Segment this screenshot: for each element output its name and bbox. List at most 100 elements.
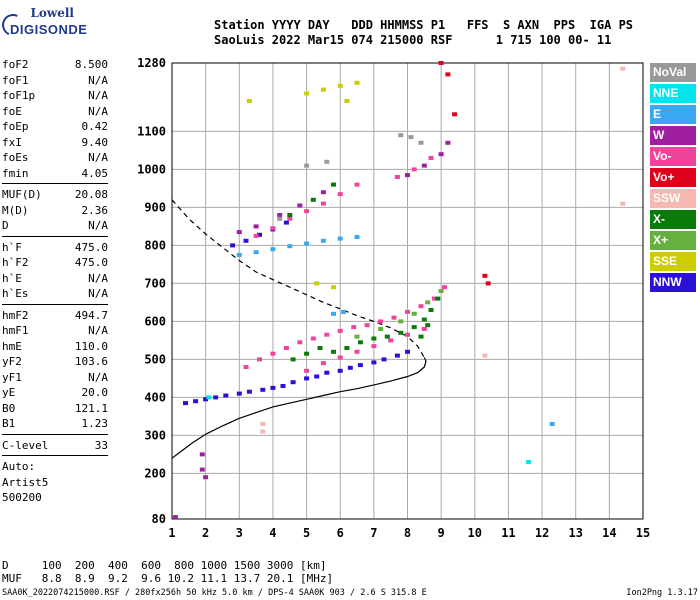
echo-point-x — [310, 197, 316, 202]
file-info-bar: SAA0K_2022074215000.RSF / 280fx256h 50 k… — [2, 588, 698, 598]
param-value: N/A — [88, 370, 108, 384]
x-tick-label: 6 — [337, 526, 344, 540]
echo-point-w — [421, 163, 427, 168]
echo-point-x — [428, 308, 434, 312]
echo-point-x — [411, 325, 417, 330]
y-tick-label: 900 — [144, 200, 166, 214]
param-name: MUF(D) — [2, 188, 42, 201]
echo-point-vo — [438, 61, 444, 65]
legend-item: NNE — [650, 84, 696, 103]
y-tick-label: 400 — [144, 390, 166, 404]
echo-point-vo — [354, 349, 360, 354]
echo-point-x — [425, 323, 431, 328]
true-height-profile — [171, 357, 427, 459]
muf-line: MUF 8.8 8.9 9.2 9.6 10.2 11.1 13.7 20.1 … — [2, 572, 334, 585]
echo-point-x — [411, 311, 417, 316]
param-row: h`F 475.0 — [2, 240, 108, 256]
echo-point-x — [378, 327, 384, 331]
echo-point-w — [320, 190, 326, 195]
param-name: h`F2 — [2, 256, 29, 269]
echo-point-sse — [344, 99, 350, 103]
echo-point-noval — [408, 135, 414, 140]
echo-point-vo — [320, 361, 326, 366]
x-tick-label: 10 — [468, 526, 482, 540]
echo-point-vo — [243, 365, 249, 369]
echo-point-vo — [418, 304, 424, 309]
echo-point-sse — [337, 83, 343, 88]
y-tick-label: 1000 — [137, 162, 166, 176]
echo-point-sse — [314, 281, 320, 286]
legend-item: X- — [650, 210, 696, 229]
echo-point-w — [445, 140, 451, 145]
echo-point-vo — [394, 175, 400, 179]
echo-point-vo — [354, 182, 360, 187]
param-value: 20.0 — [81, 386, 109, 399]
param-name: foE — [2, 104, 22, 118]
param-value: 9.40 — [81, 135, 109, 149]
param-separator — [2, 235, 108, 237]
d-line: D 100 200 400 600 800 1000 1500 3000 [km… — [2, 559, 327, 572]
echo-point-vo — [253, 233, 259, 238]
x-tick-label: 11 — [501, 526, 515, 540]
echo-point-x — [421, 317, 427, 322]
param-value: N/A — [88, 271, 108, 285]
legend-item: NNW — [650, 273, 696, 292]
param-row: foF1p N/A — [2, 88, 108, 104]
virtual-height-curve — [171, 199, 425, 358]
param-name: M(D) — [2, 203, 29, 217]
echo-point-vo — [270, 351, 276, 356]
echo-point-vo — [287, 216, 293, 221]
echo-point-vo — [371, 344, 377, 349]
param-row: foF2 8.500 — [2, 57, 108, 73]
param-row: hmF1 N/A — [2, 323, 108, 339]
echo-point-w — [277, 213, 283, 217]
echo-point-vo — [283, 346, 289, 350]
echo-point-noval — [398, 133, 404, 138]
param-row: MUF(D) 20.08 — [2, 187, 108, 203]
echo-point-w — [438, 152, 444, 157]
echo-point-vo — [405, 332, 410, 337]
echo-point-vo — [411, 167, 417, 172]
echo-point-nnw — [223, 393, 229, 398]
param-name: yF2 — [2, 355, 22, 368]
echo-point-x — [287, 213, 293, 217]
x-tick-label: 4 — [269, 526, 276, 540]
echo-point-vo — [337, 355, 343, 360]
echo-point-vo — [445, 72, 451, 77]
param-name: C-level — [2, 438, 49, 452]
param-value: 103.6 — [74, 355, 108, 368]
param-row: fmin 4.05 — [2, 166, 108, 182]
param-row: B0 121.1 — [2, 401, 108, 417]
y-tick-label: 800 — [144, 238, 166, 252]
param-row: fxI 9.40 — [2, 135, 108, 151]
echo-point-x — [371, 336, 377, 341]
echo-point-vo — [428, 156, 434, 160]
echo-point-vo — [485, 281, 491, 286]
logo-line2: DIGISONDE — [10, 22, 88, 37]
echo-point-vo — [304, 209, 310, 214]
version-label: Ion2Png 1.3.17 — [626, 588, 698, 598]
param-row: B1 1.23 — [2, 416, 108, 432]
y-tick-label: 300 — [144, 428, 166, 442]
param-name: hmE — [2, 339, 22, 353]
echo-point-vo — [364, 323, 370, 328]
param-value: 0.42 — [81, 120, 109, 133]
echo-point-nnw — [357, 363, 363, 368]
echo-point-x — [398, 330, 404, 335]
param-row: foEp 0.42 — [2, 119, 108, 135]
echo-point-nnw — [347, 365, 353, 370]
echo-point-e — [270, 247, 276, 252]
echo-point-noval — [304, 163, 310, 168]
param-name: fmin — [2, 166, 29, 180]
param-value: 33 — [94, 438, 108, 452]
echo-point-nnw — [394, 353, 400, 358]
param-value: 4.05 — [81, 166, 109, 180]
echo-point-sse — [354, 80, 360, 85]
param-value: 494.7 — [74, 308, 108, 322]
x-tick-label: 5 — [303, 526, 310, 540]
echo-point-w — [199, 452, 205, 457]
x-tick-label: 7 — [370, 526, 377, 540]
echo-point-nnw — [324, 370, 330, 375]
echo-point-x — [398, 319, 404, 324]
